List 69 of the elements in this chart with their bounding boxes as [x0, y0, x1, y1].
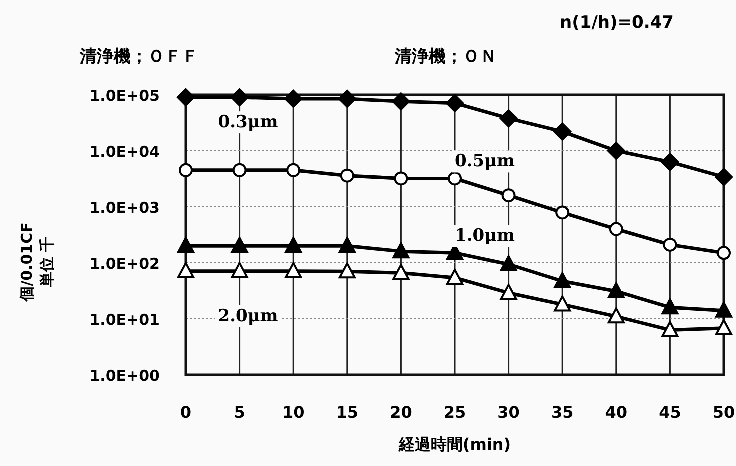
- point: [284, 90, 303, 108]
- point: [446, 94, 464, 112]
- x-tick-label: 10: [282, 403, 305, 422]
- point: [392, 92, 410, 111]
- point: [608, 282, 625, 298]
- x-tick-label: 30: [498, 403, 520, 422]
- point: [500, 284, 518, 300]
- point: [608, 308, 625, 324]
- x-tick-label: 50: [712, 403, 736, 422]
- point: [716, 319, 732, 336]
- y-tick-label: 1.0E+05: [90, 87, 160, 105]
- x-axis-title: 経過時間(min): [398, 435, 512, 454]
- point: [392, 242, 410, 259]
- point: [286, 163, 301, 178]
- y-tick-label: 1.0E+04: [90, 143, 160, 161]
- point: [662, 321, 679, 338]
- x-tick-label: 35: [551, 403, 574, 422]
- x-tick-label: 40: [605, 403, 628, 422]
- point: [500, 256, 518, 272]
- point: [338, 262, 356, 279]
- text: 清浄機；ＯＮ: [394, 47, 497, 67]
- y-axis-title: 個/0.01CF 単位 千: [18, 222, 56, 302]
- y-tick-label: 1.0E+00: [90, 367, 160, 385]
- series-label: 1.0μm: [455, 226, 516, 246]
- point: [179, 163, 193, 178]
- text: 清浄機；ＯＦＦ: [79, 47, 199, 67]
- x-tick-label: 0: [180, 403, 192, 422]
- point: [230, 88, 249, 107]
- x-tick-label: 15: [336, 403, 359, 422]
- point: [607, 142, 626, 160]
- point: [554, 296, 572, 312]
- point: [231, 262, 248, 278]
- series-label: 2.0μm: [218, 306, 278, 326]
- point: [394, 172, 408, 186]
- point: [663, 238, 678, 252]
- point: [338, 237, 356, 254]
- text: n(1/h)=0.47: [560, 13, 674, 33]
- x-tick-label: 20: [390, 403, 412, 422]
- point: [448, 172, 462, 186]
- point: [716, 302, 732, 318]
- point: [285, 262, 302, 278]
- point: [662, 298, 679, 315]
- point: [178, 237, 194, 254]
- point: [554, 272, 572, 288]
- point: [502, 188, 516, 203]
- point: [231, 237, 248, 254]
- series-label: 0.5μm: [455, 152, 516, 172]
- point: [500, 110, 518, 128]
- point: [340, 168, 354, 183]
- point: [446, 268, 464, 285]
- point: [717, 246, 731, 260]
- y-tick-label: 1.0E+01: [90, 311, 160, 329]
- point: [232, 163, 247, 178]
- point: [285, 237, 302, 254]
- point: [661, 153, 680, 172]
- point: [556, 206, 570, 220]
- series-label: 0.3μm: [218, 112, 278, 133]
- x-tick-label: 5: [234, 403, 246, 422]
- point: [715, 168, 733, 186]
- point: [554, 122, 572, 141]
- y-tick-label: 1.0E+03: [90, 199, 160, 217]
- point: [338, 90, 356, 108]
- x-tick-label: 25: [444, 403, 466, 422]
- x-tick-label: 45: [659, 403, 682, 422]
- point: [177, 88, 195, 107]
- point: [609, 222, 624, 236]
- y-tick-label: 1.0E+02: [90, 255, 160, 273]
- point: [178, 262, 194, 278]
- point: [392, 264, 410, 280]
